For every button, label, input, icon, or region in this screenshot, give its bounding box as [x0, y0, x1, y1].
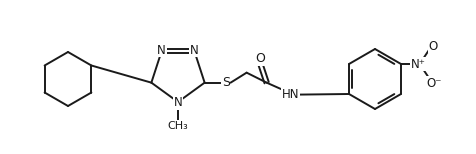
Text: N: N: [190, 44, 199, 57]
Text: O: O: [428, 39, 437, 53]
Text: O: O: [256, 52, 266, 65]
Text: O⁻: O⁻: [426, 77, 442, 89]
Text: S: S: [222, 76, 229, 89]
Text: N⁺: N⁺: [410, 57, 426, 71]
Text: HN: HN: [282, 88, 299, 101]
Text: N: N: [157, 44, 166, 57]
Text: CH₃: CH₃: [168, 121, 188, 131]
Text: N: N: [174, 97, 182, 109]
